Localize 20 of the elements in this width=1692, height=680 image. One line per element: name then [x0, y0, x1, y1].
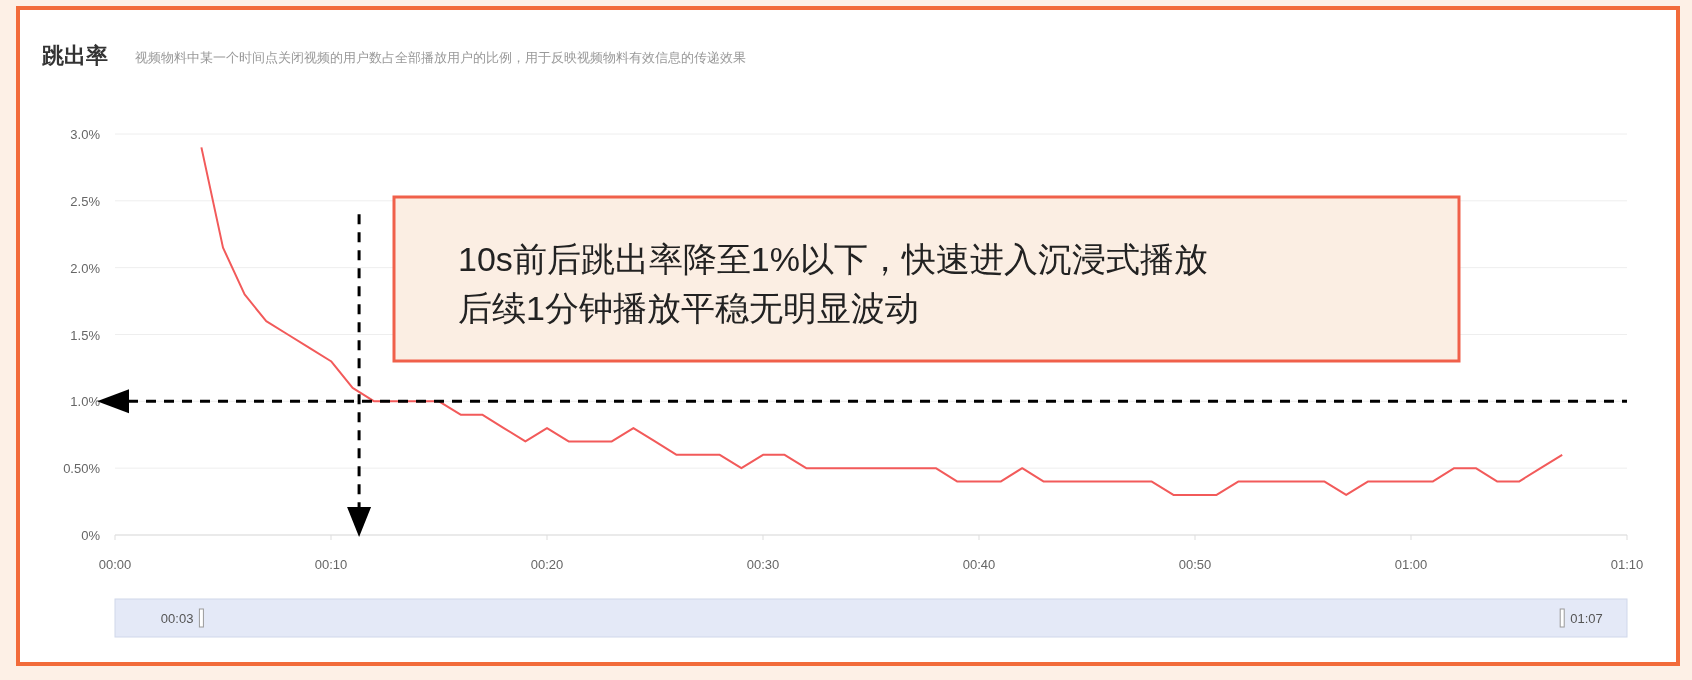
x-tick-label: 01:10 [1610, 557, 1644, 572]
y-tick-label: 0.50% [63, 461, 101, 477]
x-tick-label: 00:10 [314, 557, 348, 572]
y-tick-label: 3.0% [70, 127, 101, 142]
y-tick-label: 1.5% [70, 327, 101, 343]
x-tick-label: 00:50 [1178, 557, 1212, 572]
y-tick-label: 2.5% [70, 193, 101, 209]
x-tick-label: 00:40 [962, 557, 996, 572]
zoom-slider: 00:03 01:07 [114, 598, 1628, 638]
chart-title: 跳出率 [41, 43, 108, 68]
x-tick-label: 00:20 [530, 557, 564, 572]
annotation: 后续1分钟播放平稳无明显波动 [458, 289, 919, 327]
y-tick-label: 0% [81, 528, 101, 543]
y-tick-label: 2.0% [70, 260, 101, 276]
x-tick-label: 00:00 [98, 557, 132, 572]
note-box: 10s前后跳出率降至1%以下，快速进入沉浸式播放 后续1分钟播放平稳无明显波动 [392, 195, 1461, 363]
annotation: 10s前后跳出率降至1%以下，快速进入沉浸式播放 [458, 240, 1208, 278]
y-tick-label: 1.0% [70, 394, 101, 410]
x-tick-label: 01:00 [1394, 557, 1428, 572]
x-tick-label: 00:30 [746, 557, 780, 572]
